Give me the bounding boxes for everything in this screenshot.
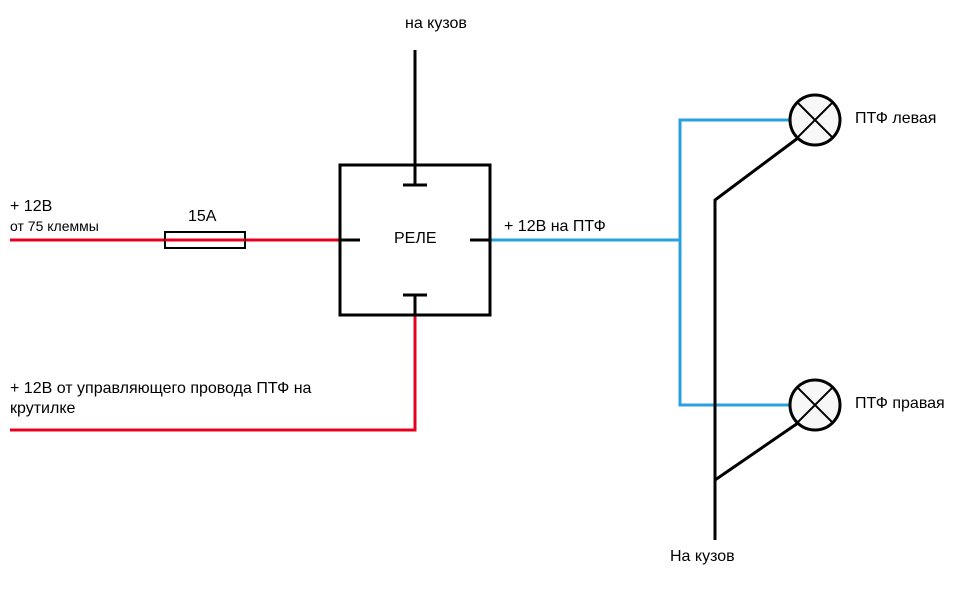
label-12v-sub: от 75 клеммы	[10, 218, 99, 234]
label-12v: + 12В	[10, 198, 52, 216]
label-control-2: крутилке	[10, 400, 75, 418]
wiring-diagram	[0, 0, 960, 590]
label-fuse: 15А	[188, 208, 216, 226]
wire-black_lampL	[715, 138, 798, 540]
label-to-ptf: + 12В на ПТФ	[504, 218, 606, 236]
label-lamp-left: ПТФ левая	[855, 110, 936, 128]
label-control-1: + 12В от управляющего провода ПТФ на	[10, 380, 311, 398]
label-top: на кузов	[405, 15, 467, 33]
wire-blue_out2	[680, 240, 790, 405]
label-lamp-right: ПТФ правая	[855, 395, 945, 413]
label-relay: РЕЛЕ	[394, 230, 437, 248]
label-bottom: На кузов	[670, 548, 735, 566]
wire-black_lampR	[715, 423, 798, 480]
